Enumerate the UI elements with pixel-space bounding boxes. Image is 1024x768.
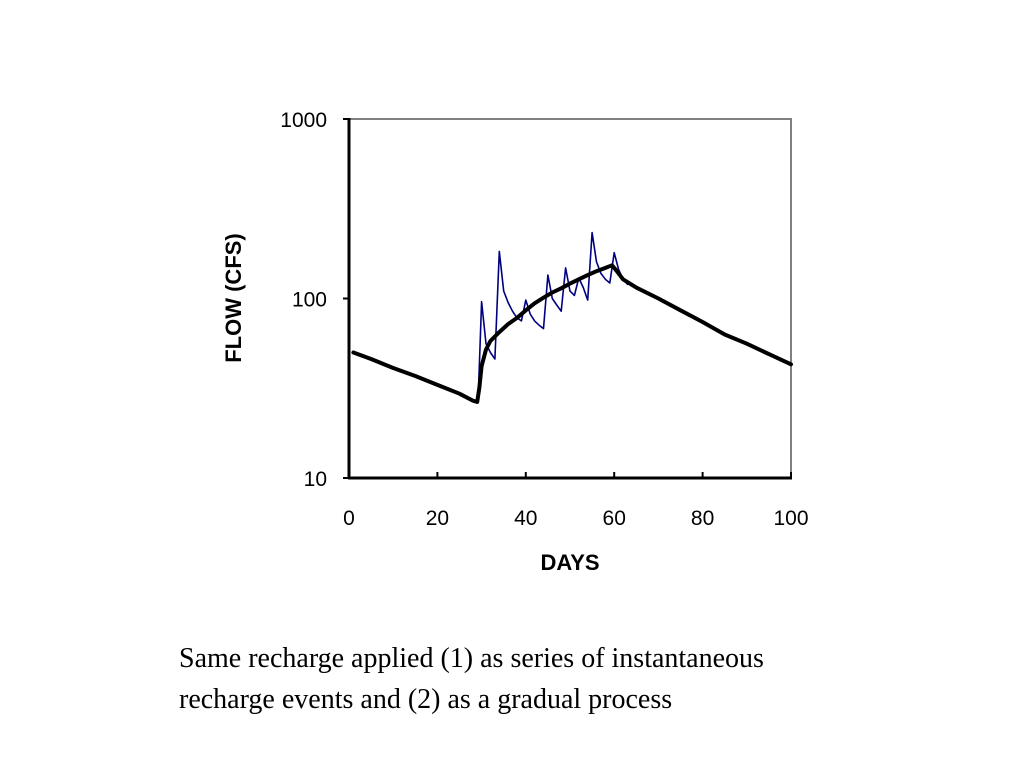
caption-line-2: recharge events and (2) as a gradual pro…	[179, 684, 673, 715]
x-tick-label: 0	[343, 507, 355, 530]
caption-line-1: Same recharge applied (1) as series of i…	[179, 643, 764, 674]
caption: Same recharge applied (1) as series of i…	[179, 638, 939, 720]
plot-area	[348, 118, 792, 479]
series-line-gradual	[351, 263, 793, 404]
x-axis-title: DAYS	[540, 550, 599, 575]
y-tick-label: 1000	[280, 109, 327, 132]
x-tick-label: 60	[603, 507, 626, 530]
x-tick-label: 40	[514, 507, 537, 530]
flow-chart: 0 20 40 60 80 100 10 100 1000 DAYS FLOW (CFS)	[221, 109, 809, 575]
series-layer	[351, 231, 793, 404]
y-tick-label: 100	[292, 289, 327, 312]
x-tick-label: 80	[691, 507, 714, 530]
series-line-instantaneous	[477, 231, 629, 402]
x-tick-label: 100	[773, 507, 808, 530]
x-tick-label: 20	[426, 507, 449, 530]
axis-ticks: 0 20 40 60 80 100 10 100 1000	[280, 109, 808, 530]
y-axis-title: FLOW (CFS)	[221, 233, 246, 363]
y-tick-label: 10	[304, 468, 327, 491]
